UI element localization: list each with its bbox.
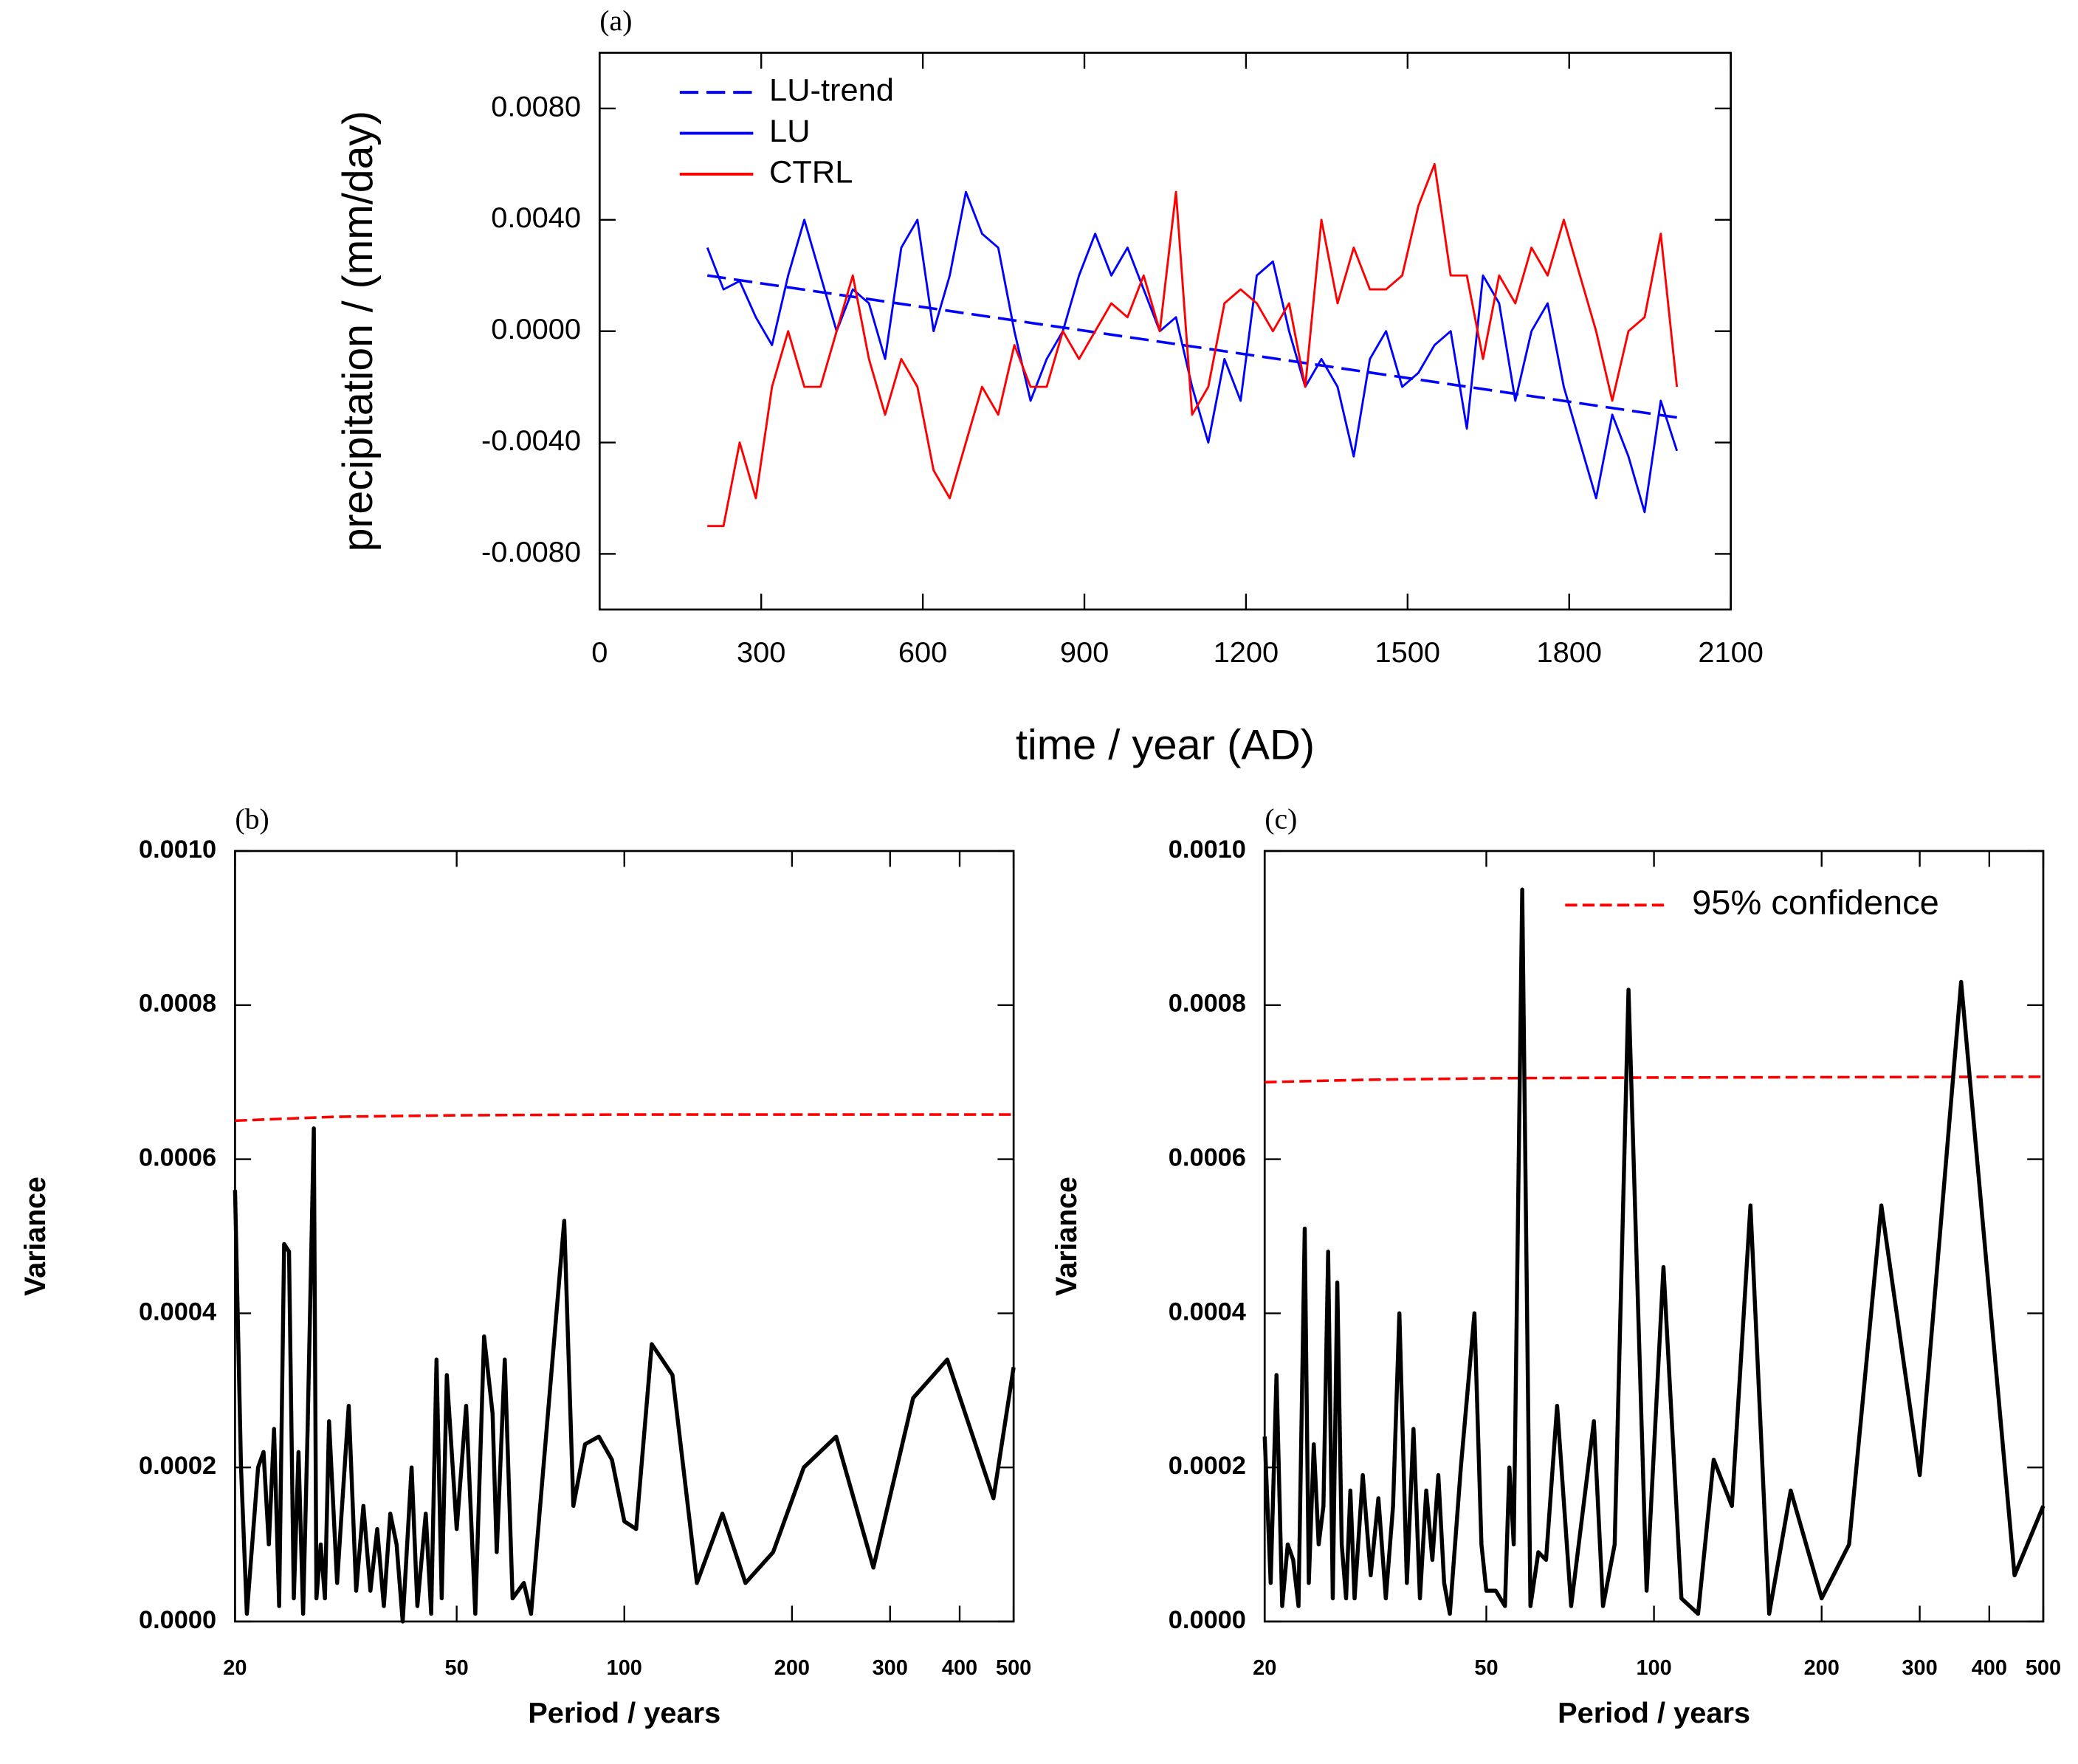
x-tick-label: 20 — [1253, 1656, 1276, 1680]
x-axis-label: time / year (AD) — [1016, 722, 1315, 769]
legend-label: LU-trend — [769, 73, 894, 108]
series-line — [706, 190, 1679, 514]
x-tick-label: 1800 — [1536, 636, 1602, 669]
y-tick-label: -0.0080 — [481, 536, 581, 568]
x-tick-label: 500 — [2026, 1656, 2061, 1680]
y-tick-label: 0.0010 — [1169, 836, 1246, 864]
y-tick-label: 0.0008 — [139, 990, 216, 1018]
x-axis-label: Period / years — [1558, 1697, 1750, 1729]
x-tick-label: 100 — [1636, 1656, 1671, 1680]
x-tick-label: 300 — [873, 1656, 908, 1680]
y-tick-label: 0.0006 — [139, 1144, 216, 1172]
y-tick-label: 0.0000 — [139, 1606, 216, 1634]
y-tick-label: -0.0040 — [481, 424, 581, 457]
panel-label: (a) — [599, 4, 632, 37]
x-tick-label: 50 — [1474, 1656, 1498, 1680]
x-tick-label: 200 — [774, 1656, 810, 1680]
x-tick-label: 0 — [591, 636, 608, 669]
y-axis-label: Variance — [1050, 1176, 1083, 1296]
x-axis-label: Period / years — [528, 1697, 720, 1729]
y-tick-label: 0.0000 — [1169, 1606, 1246, 1634]
x-tick-label: 300 — [1902, 1656, 1937, 1680]
y-tick-label: 0.0080 — [491, 91, 581, 123]
x-tick-label: 1500 — [1375, 636, 1441, 669]
x-tick-label: 50 — [445, 1656, 469, 1680]
y-axis-label: precipitation / (mm/day) — [334, 111, 381, 551]
x-tick-label: 2100 — [1698, 636, 1764, 669]
panel-label: (b) — [235, 803, 269, 836]
y-tick-label: 0.0004 — [139, 1298, 216, 1326]
x-tick-label: 400 — [1972, 1656, 2007, 1680]
legend-label: 95% confidence — [1692, 883, 1939, 922]
legend-label: LU — [769, 114, 811, 149]
y-tick-label: 0.0040 — [491, 201, 581, 234]
series-line — [235, 1113, 1014, 1123]
y-tick-label: 0.0002 — [139, 1452, 216, 1480]
legend-label: CTRL — [769, 155, 853, 190]
panel-label: (c) — [1265, 803, 1297, 836]
y-tick-label: 0.0010 — [139, 836, 216, 864]
x-tick-label: 400 — [942, 1656, 977, 1680]
series-line — [1265, 1075, 2043, 1083]
series-line — [706, 274, 1677, 419]
x-tick-label: 1200 — [1214, 636, 1279, 669]
y-tick-label: 0.0008 — [1169, 990, 1246, 1018]
y-tick-label: 0.0002 — [1169, 1452, 1246, 1480]
x-tick-label: 600 — [898, 636, 947, 669]
y-tick-label: 0.0006 — [1169, 1144, 1246, 1172]
x-tick-label: 900 — [1060, 636, 1109, 669]
y-axis-label: Variance — [19, 1176, 52, 1296]
y-tick-label: 0.0004 — [1169, 1298, 1246, 1326]
plot-frame — [1263, 850, 2045, 1623]
x-tick-label: 100 — [607, 1656, 642, 1680]
y-tick-label: 0.0000 — [491, 313, 581, 345]
x-tick-label: 20 — [223, 1656, 247, 1680]
series-line — [233, 1126, 1016, 1624]
series-line — [707, 162, 1679, 528]
series-line — [1262, 887, 2046, 1616]
x-tick-label: 300 — [737, 636, 785, 669]
x-tick-label: 200 — [1804, 1656, 1840, 1680]
x-tick-label: 500 — [996, 1656, 1031, 1680]
